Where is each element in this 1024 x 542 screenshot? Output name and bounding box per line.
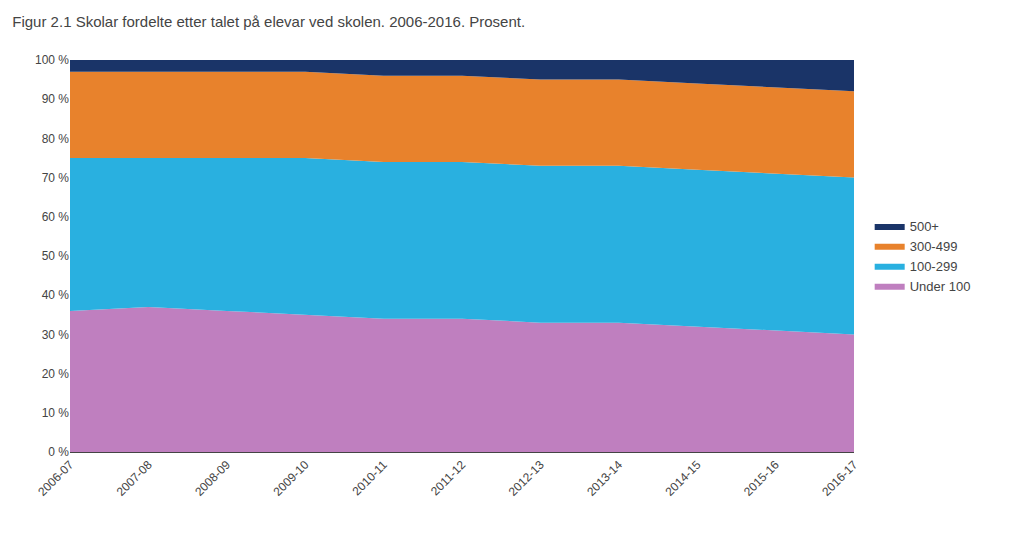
svg-text:2011-12: 2011-12: [428, 458, 469, 499]
svg-text:2015-16: 2015-16: [741, 458, 782, 499]
svg-text:2008-09: 2008-09: [192, 458, 233, 499]
svg-text:20 %: 20 %: [42, 367, 70, 381]
svg-text:Under 100: Under 100: [910, 279, 971, 294]
svg-text:2007-08: 2007-08: [114, 458, 155, 499]
svg-text:90 %: 90 %: [42, 92, 70, 106]
svg-text:2009-10: 2009-10: [271, 458, 312, 499]
svg-text:2012-13: 2012-13: [506, 458, 547, 499]
svg-text:Figur 2.1 Skolar fordelte ette: Figur 2.1 Skolar fordelte etter talet på…: [12, 13, 525, 30]
svg-text:100-299: 100-299: [910, 259, 958, 274]
svg-text:2014-15: 2014-15: [663, 458, 704, 499]
svg-text:2006-07: 2006-07: [35, 458, 76, 499]
svg-text:2010-11: 2010-11: [350, 458, 391, 499]
svg-text:60 %: 60 %: [42, 210, 70, 224]
svg-text:70 %: 70 %: [42, 171, 70, 185]
svg-text:40 %: 40 %: [42, 288, 70, 302]
svg-text:2013-14: 2013-14: [584, 458, 625, 499]
svg-text:50 %: 50 %: [42, 249, 70, 263]
svg-text:80 %: 80 %: [42, 132, 70, 146]
svg-text:300-499: 300-499: [910, 239, 958, 254]
svg-text:0 %: 0 %: [48, 445, 69, 459]
svg-text:100 %: 100 %: [35, 53, 69, 67]
svg-text:500+: 500+: [910, 219, 939, 234]
svg-text:30 %: 30 %: [42, 328, 70, 342]
svg-text:2016-17: 2016-17: [819, 458, 860, 499]
svg-text:10 %: 10 %: [42, 406, 70, 420]
